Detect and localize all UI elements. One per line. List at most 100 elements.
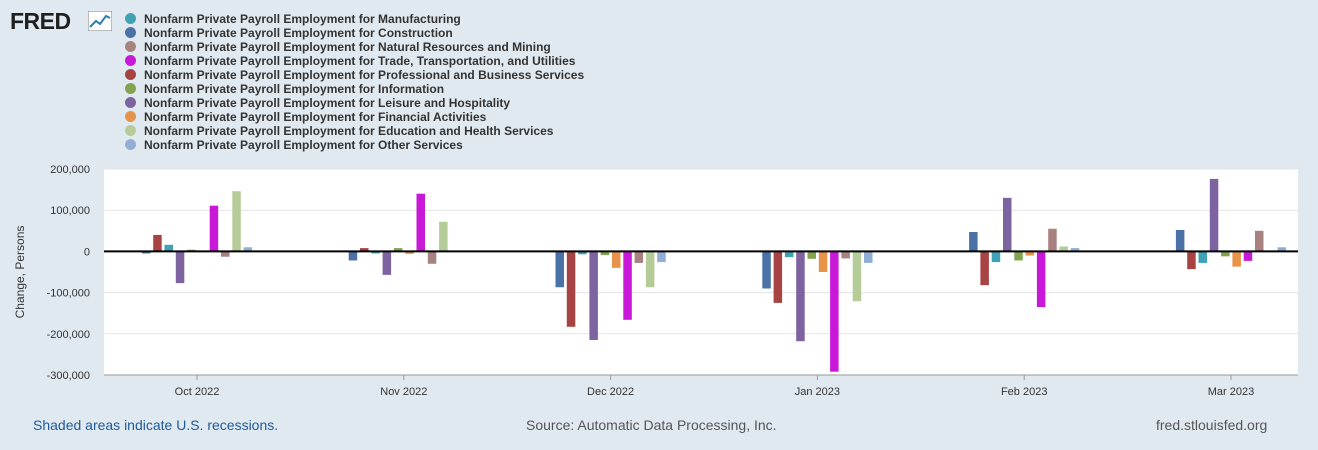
bar — [1243, 251, 1253, 261]
legend-swatch — [125, 83, 136, 94]
bar — [1175, 229, 1185, 252]
bar — [427, 251, 437, 264]
bar — [1003, 197, 1012, 252]
y-tick-labels: 200,000 100,000 0 -100,000 -200,000 -300,000 — [47, 164, 90, 382]
bar — [796, 251, 805, 342]
legend-label: Nonfarm Private Payroll Employment for N… — [144, 40, 551, 54]
legend-swatch — [125, 27, 136, 38]
legend-label: Nonfarm Private Payroll Employment for M… — [144, 12, 461, 26]
bar — [393, 248, 403, 252]
bar — [841, 251, 850, 259]
x-tick-label: Feb 2023 — [1001, 386, 1047, 398]
bar — [221, 251, 230, 257]
chart-line-icon — [88, 11, 112, 31]
bar — [864, 251, 873, 263]
legend-label: Nonfarm Private Payroll Employment for C… — [144, 26, 453, 40]
bar — [1209, 178, 1219, 252]
legend-item[interactable]: Nonfarm Private Payroll Employment for I… — [125, 82, 584, 96]
y-tick-label: 100,000 — [50, 205, 90, 217]
legend-swatch — [125, 41, 136, 52]
bar — [1025, 251, 1035, 256]
bar — [232, 191, 241, 252]
bar — [382, 251, 392, 275]
bar — [1036, 251, 1046, 308]
bar — [153, 234, 162, 252]
bar — [852, 251, 862, 302]
bar — [243, 247, 253, 252]
bar — [1187, 251, 1196, 270]
x-tick-label: Nov 2022 — [380, 386, 427, 398]
bar — [1048, 228, 1057, 252]
y-axis-label: Change, Persons — [13, 226, 27, 319]
bar — [164, 244, 173, 252]
bar — [1277, 247, 1287, 252]
bar — [773, 251, 783, 303]
bar-chart: 200,000100,0000-100,000-200,000-300,000 … — [13, 164, 1298, 398]
legend-item[interactable]: Nonfarm Private Payroll Employment for C… — [125, 26, 584, 40]
bar — [1070, 248, 1080, 252]
bar — [634, 251, 644, 263]
legend-item[interactable]: Nonfarm Private Payroll Employment for T… — [125, 54, 584, 68]
bar — [566, 251, 576, 327]
x-tick-labels: Oct 2022 Nov 2022 Dec 2022 Jan 2023 Feb 2023… — [175, 375, 1254, 398]
y-tick-label: -300,000 — [47, 370, 90, 382]
bar — [969, 232, 978, 252]
x-tick-label: Oct 2022 — [175, 386, 220, 398]
bar — [175, 251, 185, 284]
bar — [980, 251, 989, 286]
bar — [991, 251, 1001, 263]
legend-item[interactable]: Nonfarm Private Payroll Employment for E… — [125, 124, 584, 138]
bar — [657, 251, 666, 263]
bar — [209, 205, 219, 252]
bar — [589, 251, 598, 340]
legend-label: Nonfarm Private Payroll Employment for L… — [144, 96, 511, 110]
legend-swatch — [125, 139, 136, 150]
bar — [1221, 251, 1230, 257]
bar — [818, 251, 828, 272]
bar — [141, 251, 151, 254]
bar — [1255, 230, 1264, 252]
fred-logo-text: FRED — [10, 8, 71, 34]
bar — [1232, 251, 1241, 267]
bar — [416, 193, 425, 252]
bar — [360, 248, 369, 252]
bar — [439, 221, 448, 252]
legend-swatch — [125, 125, 136, 136]
bar — [405, 251, 414, 254]
legend-item[interactable]: Nonfarm Private Payroll Employment for N… — [125, 40, 584, 54]
legend-label: Nonfarm Private Payroll Employment for F… — [144, 110, 487, 124]
legend-swatch — [125, 13, 136, 24]
bar — [623, 251, 632, 320]
legend-swatch — [125, 111, 136, 122]
legend-item[interactable]: Nonfarm Private Payroll Employment for F… — [125, 110, 584, 124]
bar — [612, 251, 621, 268]
bar — [348, 251, 358, 261]
legend-item[interactable]: Nonfarm Private Payroll Employment for O… — [125, 138, 584, 152]
legend-label: Nonfarm Private Payroll Employment for P… — [144, 68, 585, 82]
bar — [1198, 251, 1207, 263]
site-url[interactable]: fred.stlouisfed.org — [1156, 417, 1268, 433]
y-tick-label: -100,000 — [47, 288, 90, 300]
x-tick-label: Jan 2023 — [795, 386, 840, 398]
bar — [807, 251, 816, 259]
legend-label: Nonfarm Private Payroll Employment for T… — [144, 54, 576, 68]
fred-logo[interactable]: FRED — [10, 8, 116, 34]
legend-swatch — [125, 55, 136, 66]
legend-label: Nonfarm Private Payroll Employment for E… — [144, 124, 554, 138]
source-text: Source: Automatic Data Processing, Inc. — [526, 417, 777, 433]
plot-background — [104, 169, 1298, 375]
y-tick-label: -200,000 — [47, 329, 90, 341]
bar — [1014, 251, 1023, 261]
legend-label: Nonfarm Private Payroll Employment for I… — [144, 82, 445, 96]
recession-note-link[interactable]: Shaded areas indicate U.S. recessions. — [33, 417, 279, 433]
legend-item[interactable]: Nonfarm Private Payroll Employment for P… — [125, 68, 584, 82]
bar — [600, 251, 610, 256]
x-tick-label: Dec 2022 — [587, 386, 634, 398]
bar — [1059, 246, 1068, 252]
bar — [645, 251, 655, 288]
legend-item[interactable]: Nonfarm Private Payroll Employment for L… — [125, 96, 584, 110]
legend-swatch — [125, 69, 136, 80]
legend-label: Nonfarm Private Payroll Employment for O… — [144, 138, 463, 152]
y-tick-label: 0 — [84, 246, 90, 258]
legend-item[interactable]: Nonfarm Private Payroll Employment for M… — [125, 12, 584, 26]
